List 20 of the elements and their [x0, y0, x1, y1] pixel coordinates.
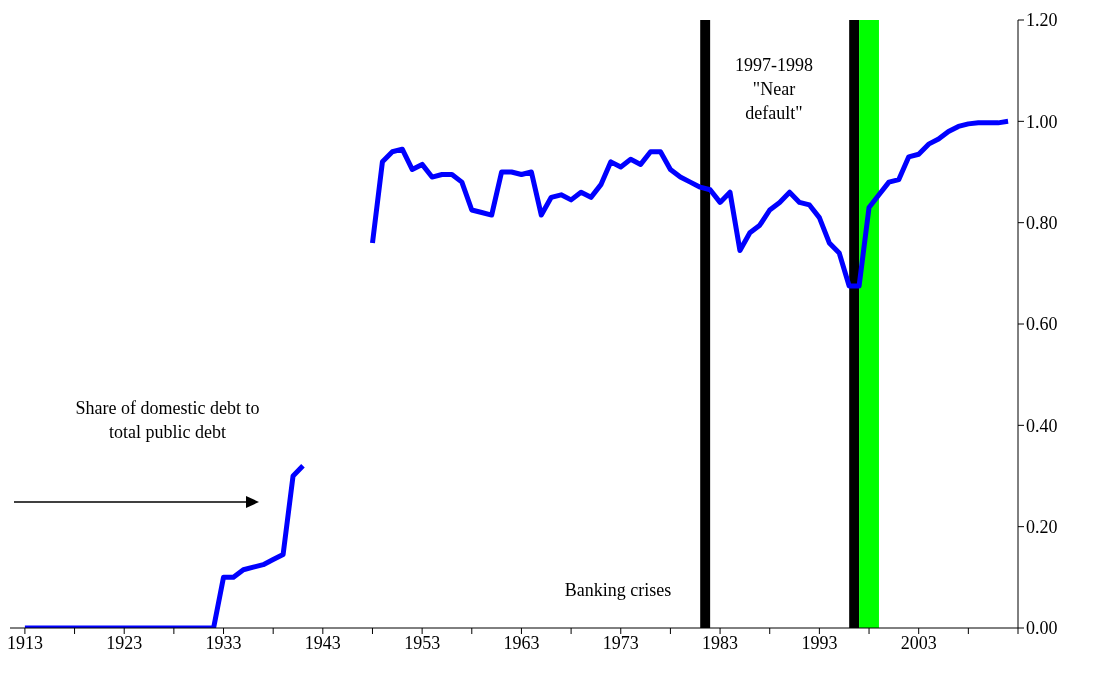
x-tick-label: 1963	[503, 632, 540, 653]
y-tick-label: 0.80	[1026, 213, 1058, 234]
x-tick-label: 1943	[304, 632, 341, 653]
y-tick-label: 1.20	[1026, 10, 1058, 31]
x-tick-label: 2003	[900, 632, 937, 653]
y-tick-label: 1.00	[1026, 111, 1058, 132]
x-tick-label: 1913	[6, 632, 43, 653]
annotation: Share of domestic debt to total public debt	[74, 397, 261, 444]
x-tick-label: 1973	[602, 632, 639, 653]
x-tick-label: 1923	[106, 632, 143, 653]
x-tick-label: 1993	[801, 632, 838, 653]
y-tick-label: 0.20	[1026, 517, 1058, 538]
y-tick-label: 0.60	[1026, 314, 1058, 335]
x-tick-label: 1953	[404, 632, 441, 653]
y-tick-label: 0.00	[1026, 618, 1058, 639]
y-tick-label: 0.40	[1026, 415, 1058, 436]
x-tick-label: 1983	[702, 632, 739, 653]
x-tick-label: 1933	[205, 632, 242, 653]
annotation: Banking crises	[563, 579, 673, 602]
annotation: 1997-1998 "Near default"	[734, 54, 814, 125]
